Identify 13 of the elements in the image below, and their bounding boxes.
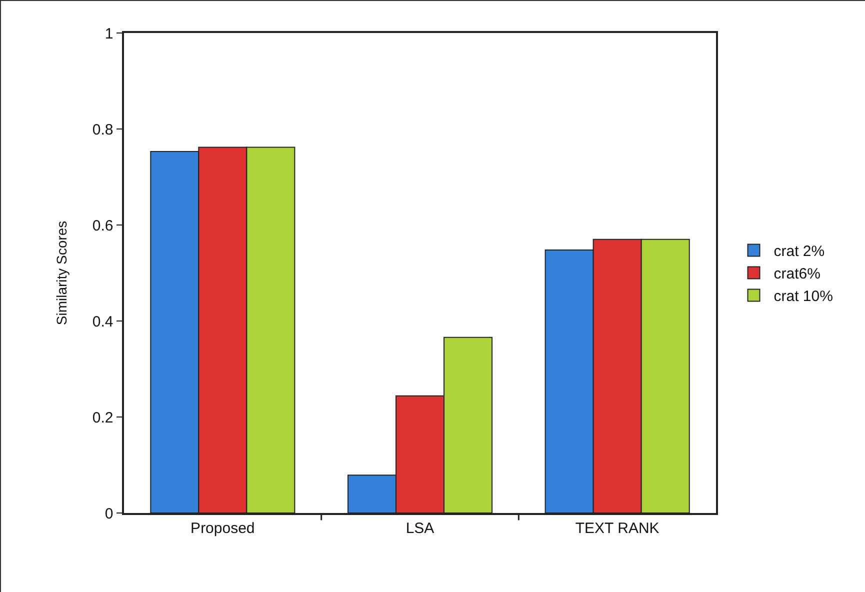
y-axis-title: Similarity Scores (53, 220, 70, 326)
x-tick-label: LSA (406, 520, 434, 537)
legend-label: crat 10% (774, 288, 833, 306)
y-tick-label: 1 (104, 25, 114, 42)
y-tick-label: 0 (104, 505, 114, 522)
y-tick-label: 0.2 (92, 409, 114, 426)
y-tick-label: 0.8 (92, 121, 114, 138)
y-tick-label: 0.6 (92, 217, 114, 234)
legend-label: crat 2% (774, 243, 825, 260)
x-tick-label: TEXT RANK (575, 520, 660, 537)
legend-label: crat6% (774, 266, 820, 283)
x-tick-label: Proposed (190, 520, 255, 537)
y-tick-label: 0.4 (92, 313, 114, 330)
